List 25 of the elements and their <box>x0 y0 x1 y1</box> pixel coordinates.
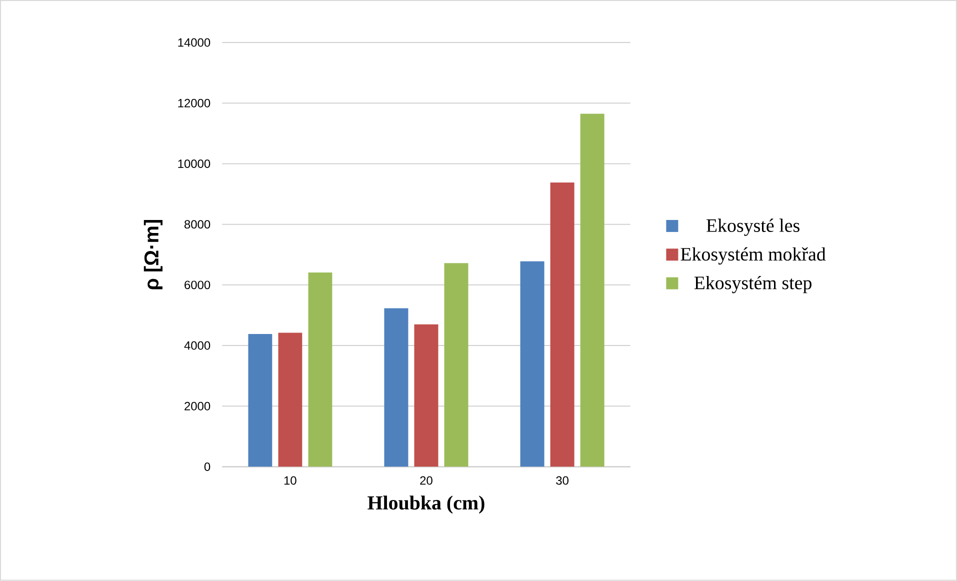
legend-label: Ekosystém step <box>694 276 812 294</box>
y-axis-title: ρ [Ω·m] <box>144 220 162 290</box>
y-tick-label: 10000 <box>178 160 210 168</box>
x-tick-label: 20 <box>420 476 432 485</box>
y-tick-label: 12000 <box>178 98 210 108</box>
bar <box>384 308 408 467</box>
bar <box>414 324 438 467</box>
y-tick-label: 14000 <box>178 38 210 47</box>
legend-label: Ekosysté les <box>706 218 800 236</box>
y-tick-label: 0 <box>204 462 210 472</box>
x-tick-label: 10 <box>284 476 296 485</box>
y-tick-label: 4000 <box>184 341 210 350</box>
bar <box>308 272 332 467</box>
bar <box>580 114 604 467</box>
y-tick-label: 8000 <box>184 220 210 229</box>
bar <box>550 182 574 467</box>
bar <box>248 334 272 467</box>
x-tick-label: 30 <box>556 476 568 485</box>
x-axis-title: Hloubka (cm) <box>368 496 484 514</box>
y-tick-label: 2000 <box>184 402 210 410</box>
bar <box>278 332 302 467</box>
bar <box>444 263 468 467</box>
bar <box>520 261 544 467</box>
legend-label: Ekosystém mokřad <box>680 247 826 265</box>
y-tick-label: 6000 <box>184 280 210 290</box>
